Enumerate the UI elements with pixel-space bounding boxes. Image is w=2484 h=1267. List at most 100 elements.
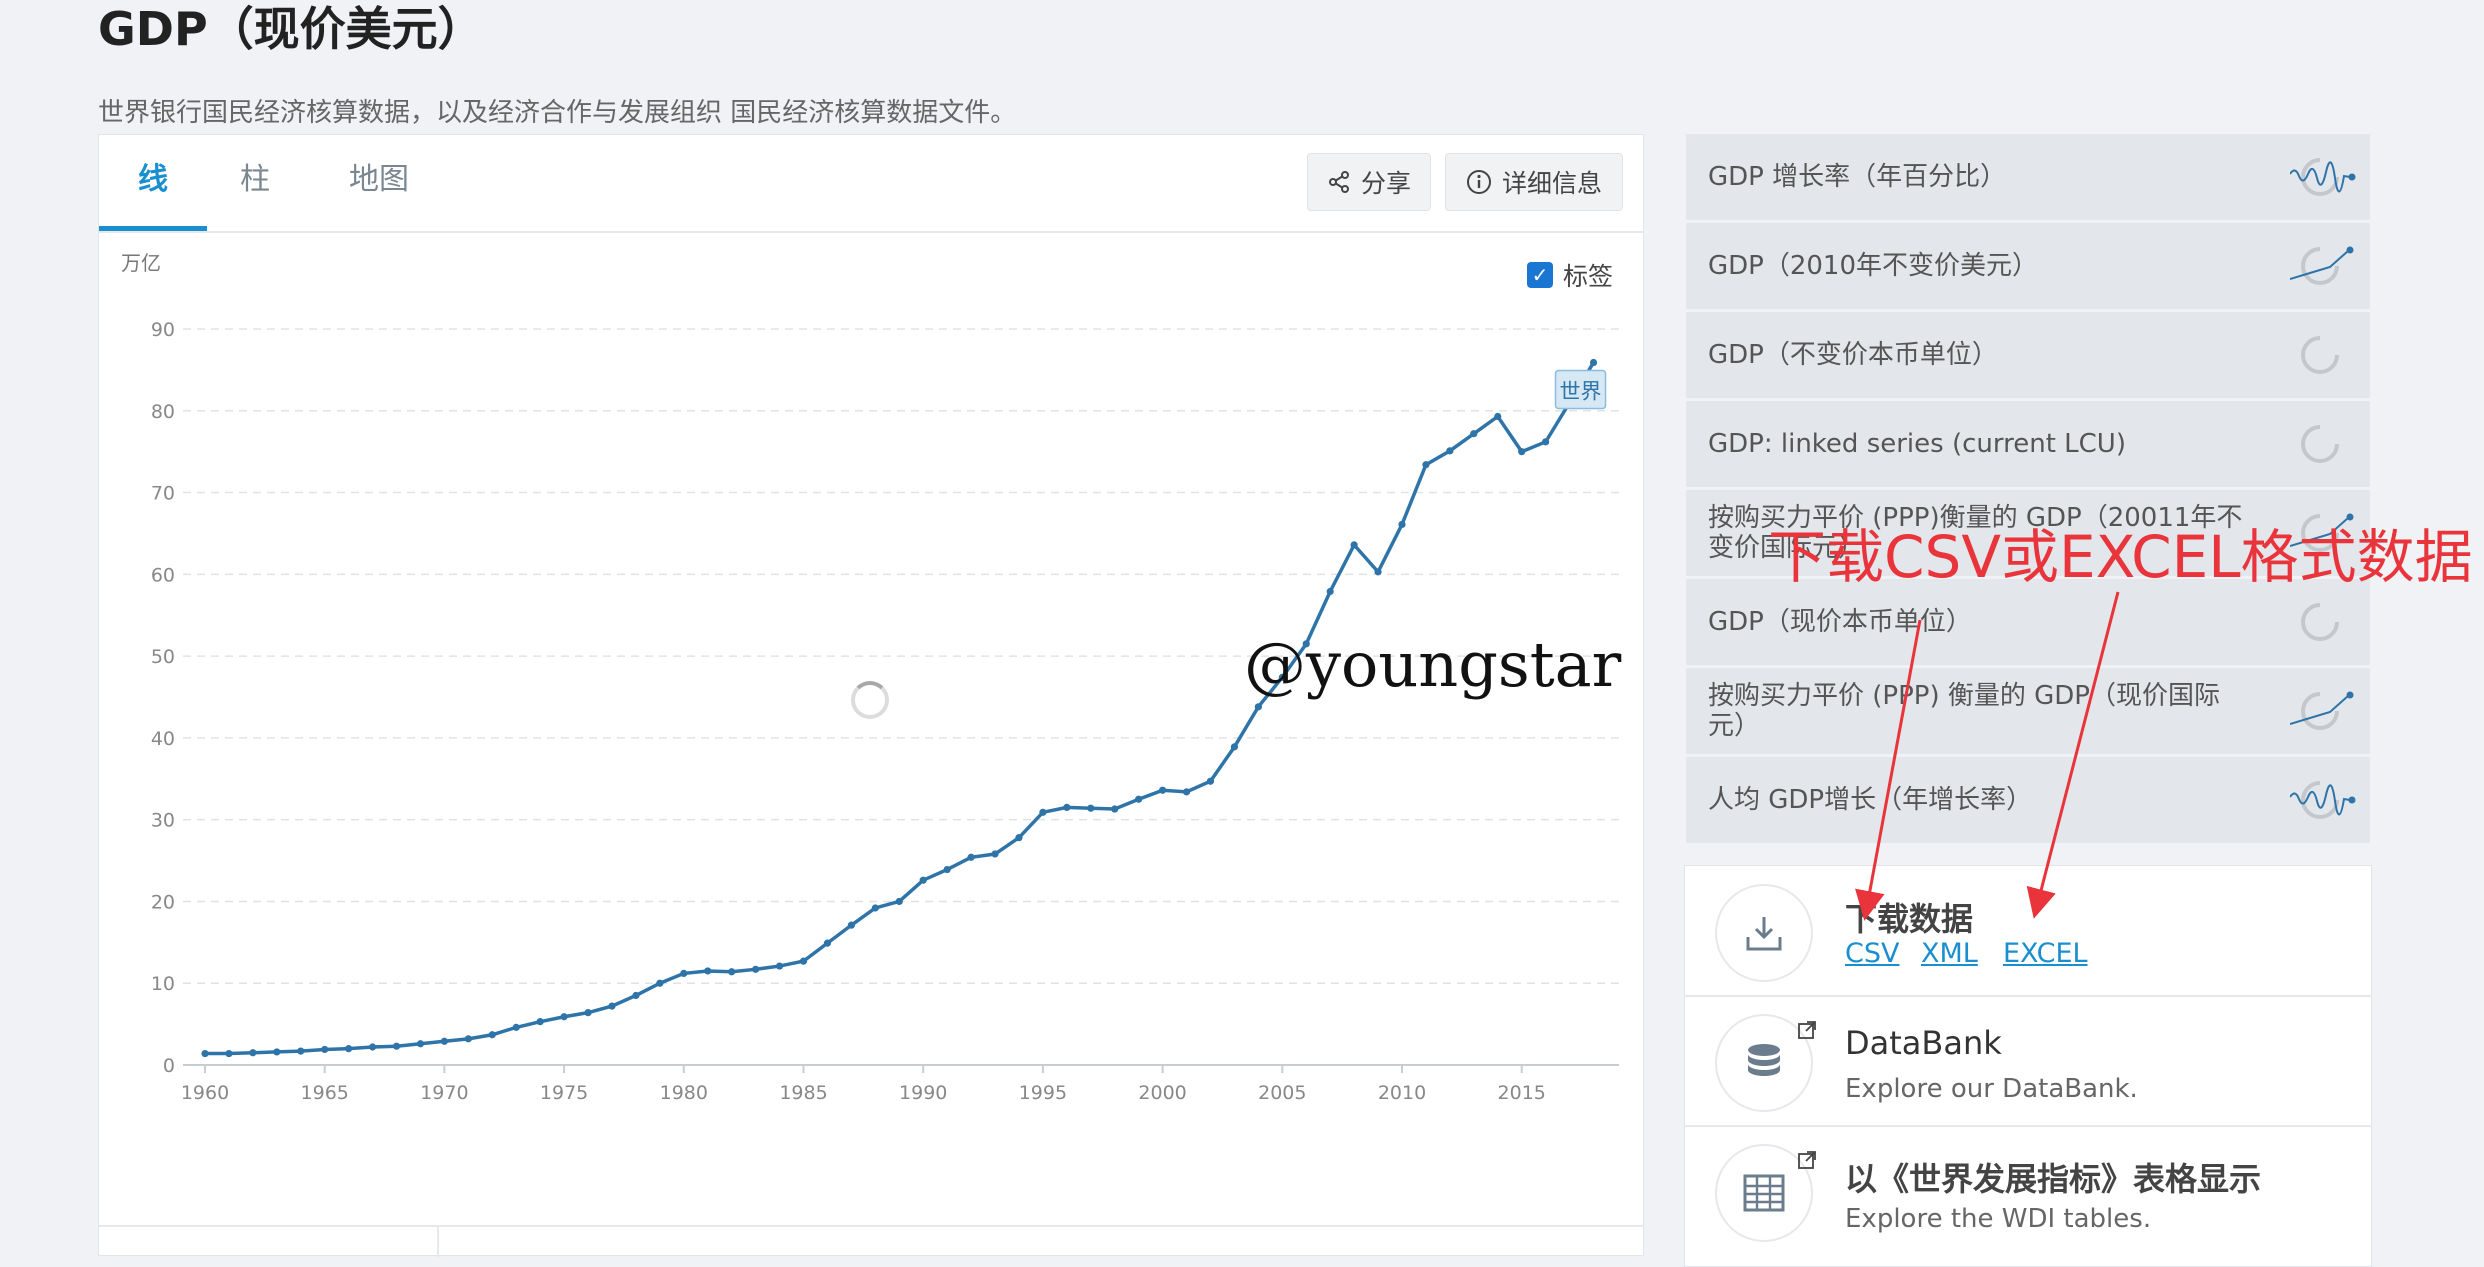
indicator-label: GDP（现价本币单位） — [1708, 607, 1972, 637]
data-point — [1494, 412, 1502, 421]
x-tick-label: 1970 — [420, 1082, 468, 1104]
indicator-label: GDP 增长率（年百分比） — [1708, 162, 2007, 192]
series-line — [205, 361, 1596, 1056]
data-point — [991, 850, 999, 858]
data-point — [392, 1042, 401, 1050]
data-point — [1302, 640, 1310, 648]
download-csv-link[interactable]: CSV — [1845, 938, 1900, 969]
download-annotation: 下载CSV或EXCEL格式数据 — [1768, 523, 2473, 591]
download-title: 下载数据 — [1845, 900, 1974, 938]
line-chart: 0 10 20 30 40 50 60 70 80 90 1960 1965 1970 1975 1980 1… — [151, 319, 1619, 1104]
download-icon — [1715, 884, 1813, 982]
data-point — [1350, 541, 1358, 549]
x-tick-label: 1980 — [660, 1082, 708, 1104]
data-point — [1446, 447, 1454, 455]
data-point — [1230, 743, 1239, 751]
data-point — [560, 1013, 568, 1021]
indicator-item[interactable]: 按购买力平价 (PPP) 衡量的 GDP（现价国际元） — [1686, 668, 2370, 754]
data-point — [345, 1045, 353, 1053]
y-tick-label: 40 — [151, 728, 175, 750]
database-icon — [1715, 1014, 1813, 1112]
data-point — [536, 1018, 544, 1026]
data-point — [871, 904, 879, 912]
indicator-label: 人均 GDP增长（年增长率） — [1708, 785, 2033, 815]
chart-footer — [99, 1225, 1643, 1257]
x-tick-label: 1985 — [779, 1082, 827, 1104]
indicator-thumbnail-icon — [2301, 603, 2339, 641]
indicator-label: GDP（不变价本币单位） — [1708, 340, 1998, 370]
data-point — [823, 939, 832, 947]
labels-checkbox[interactable]: ✓ 标签 — [1527, 257, 1613, 293]
x-tick-label: 2005 — [1258, 1082, 1306, 1104]
details-button[interactable]: 详细信息 — [1445, 153, 1623, 211]
x-tick-label: 2010 — [1378, 1082, 1426, 1104]
y-tick-label: 10 — [151, 973, 175, 995]
indicator-item[interactable]: GDP（2010年不变价美元） — [1686, 223, 2370, 309]
indicator-label: GDP（2010年不变价美元） — [1708, 251, 2039, 281]
x-tick-label: 1965 — [301, 1082, 349, 1104]
x-tick-label: 1990 — [899, 1082, 947, 1104]
related-indicators-list: GDP 增长率（年百分比） GDP（2010年不变价美元） GDP（不变价本币单位）… — [1686, 134, 2370, 846]
share-button[interactable]: 分享 — [1307, 153, 1431, 211]
data-point — [775, 962, 784, 970]
databank-desc: Explore our DataBank. — [1845, 1074, 2138, 1104]
tab-line[interactable]: 线 — [99, 135, 207, 231]
share-label: 分享 — [1360, 169, 1411, 198]
data-point — [1087, 804, 1095, 812]
download-xml-link[interactable]: XML — [1921, 938, 1978, 969]
y-tick-label: 70 — [151, 483, 175, 505]
data-point — [1589, 358, 1598, 367]
labels-checkbox-label: 标签 — [1563, 262, 1614, 291]
y-tick-label: 80 — [151, 401, 175, 423]
data-point — [1518, 448, 1526, 456]
download-data-row: 下载数据 CSV XML EXCEL — [1685, 866, 2371, 997]
page-title: GDP（现价美元） — [98, 2, 484, 56]
data-point — [919, 876, 927, 884]
indicator-item[interactable]: GDP 增长率（年百分比） — [1686, 134, 2370, 220]
series-label-box — [1554, 369, 1607, 410]
x-tick-label: 2000 — [1138, 1082, 1186, 1104]
indicator-item[interactable]: 人均 GDP增长（年增长率） — [1686, 757, 2370, 843]
data-point — [847, 921, 855, 929]
indicator-item[interactable]: GDP: linked series (current LCU) — [1686, 401, 2370, 487]
data-point — [1015, 834, 1023, 842]
external-link-icon — [1797, 1150, 1817, 1174]
data-point — [1542, 438, 1550, 446]
x-tick-label: 1995 — [1019, 1082, 1067, 1104]
data-point — [1278, 673, 1286, 681]
y-tick-label: 30 — [151, 810, 175, 832]
data-point — [512, 1023, 520, 1031]
indicator-item[interactable]: GDP（现价本币单位） — [1686, 579, 2370, 665]
tab-map[interactable]: 地图 — [349, 162, 409, 197]
data-point — [1326, 587, 1334, 596]
data-point — [943, 865, 951, 874]
data-point — [1422, 461, 1430, 469]
chart-panel: 线 柱 地图 分享 详细信息 万亿 ✓ 标签 0 10 20 30 40 50 60 70 80… — [98, 134, 1644, 1257]
data-point — [488, 1031, 496, 1039]
data-point — [201, 1049, 209, 1058]
indicator-item[interactable]: 按购买力平价 (PPP)衡量的 GDP（20011年不变价国际元） — [1686, 490, 2370, 576]
page-subtitle: 世界银行国民经济核算数据，以及经济合作与发展组织 国民经济核算数据文件。 — [98, 98, 1017, 128]
series-label: 世界 — [1560, 380, 1602, 404]
y-axis-unit: 万亿 — [121, 251, 161, 275]
data-point — [608, 1002, 616, 1010]
databank-row[interactable]: DataBank Explore our DataBank. — [1685, 996, 2371, 1127]
indicator-thumbnail-icon — [2301, 336, 2339, 374]
data-point — [1159, 786, 1167, 794]
checkbox-checked-icon: ✓ — [1527, 262, 1553, 288]
data-point — [632, 991, 640, 1000]
wdi-row[interactable]: 以《世界发展指标》表格显示 Explore the WDI tables. — [1685, 1126, 2371, 1255]
indicator-item[interactable]: GDP（不变价本币单位） — [1686, 312, 2370, 398]
data-point — [440, 1037, 448, 1045]
indicator-thumbnail-icon — [2290, 513, 2354, 552]
indicator-thumbnail-icon — [2290, 781, 2356, 819]
tab-bar[interactable]: 柱 — [240, 162, 270, 197]
download-excel-link[interactable]: EXCEL — [2003, 938, 2088, 969]
data-point — [1206, 777, 1215, 785]
wdi-title: 以《世界发展指标》表格显示 — [1845, 1160, 2262, 1198]
data-point — [704, 967, 712, 975]
data-point — [225, 1049, 233, 1058]
data-point — [680, 969, 688, 978]
data-point — [321, 1045, 329, 1054]
y-tick-label: 20 — [151, 891, 175, 913]
